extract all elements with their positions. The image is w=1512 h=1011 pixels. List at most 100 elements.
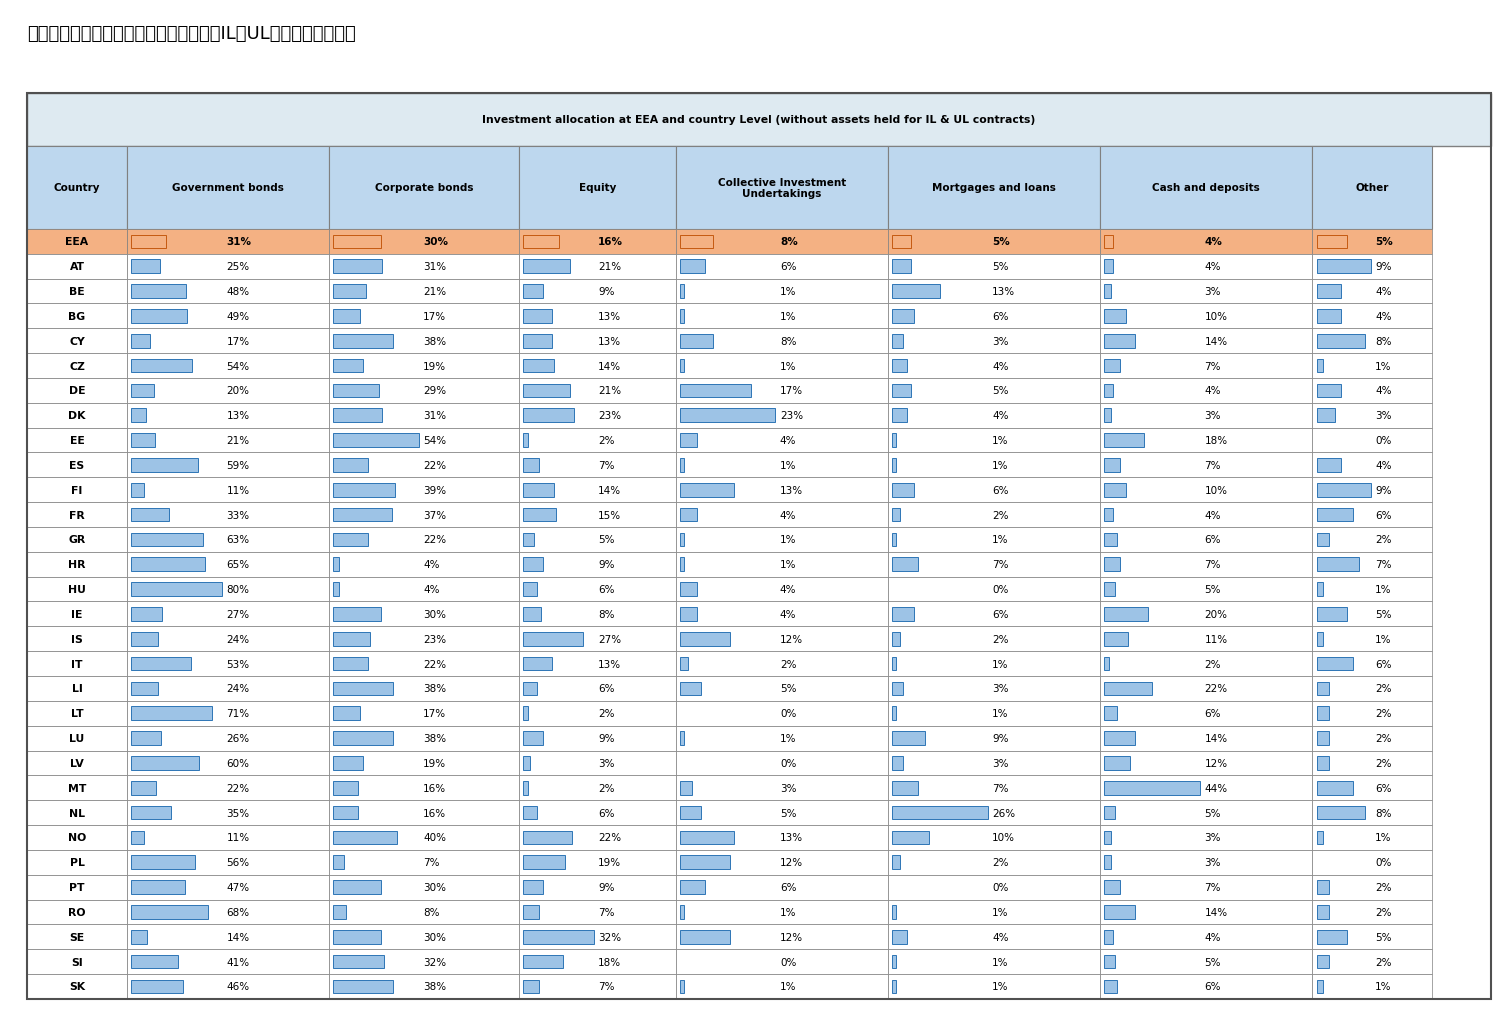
Text: 21%: 21% (599, 386, 621, 396)
Bar (1101, 229, 1312, 255)
Bar (333, 806, 358, 820)
Bar (892, 309, 915, 324)
Bar (1101, 651, 1312, 676)
Text: 2%: 2% (992, 857, 1009, 867)
Text: 6%: 6% (780, 262, 797, 272)
Text: FR: FR (70, 511, 85, 520)
Bar (892, 632, 900, 646)
Bar (892, 533, 897, 547)
Bar (1101, 602, 1312, 627)
Bar (27, 528, 127, 552)
Text: RO: RO (68, 907, 86, 917)
Text: 14%: 14% (599, 485, 621, 495)
Bar (1312, 453, 1432, 478)
Bar (1104, 980, 1117, 993)
Bar (1104, 905, 1136, 919)
Bar (27, 974, 127, 999)
Text: 18%: 18% (1205, 436, 1228, 446)
Text: 21%: 21% (423, 287, 446, 297)
Text: 9%: 9% (599, 287, 615, 297)
Bar (1104, 533, 1117, 547)
Bar (680, 309, 683, 324)
Bar (519, 602, 676, 627)
Bar (127, 279, 328, 304)
Bar (127, 229, 328, 255)
Bar (888, 478, 1101, 502)
Text: FI: FI (71, 485, 83, 495)
Bar (676, 403, 888, 429)
Bar (888, 702, 1101, 726)
Bar (1317, 309, 1341, 324)
Bar (132, 558, 206, 571)
Text: 4%: 4% (423, 560, 440, 569)
Text: 4%: 4% (992, 410, 1009, 421)
Bar (892, 335, 903, 348)
Bar (888, 801, 1101, 825)
Bar (523, 359, 555, 373)
Bar (888, 429, 1101, 453)
Bar (888, 775, 1101, 801)
Text: 3%: 3% (599, 758, 615, 768)
Text: 0%: 0% (992, 584, 1009, 594)
Bar (519, 949, 676, 974)
Text: 7%: 7% (423, 857, 440, 867)
Bar (680, 285, 683, 298)
Bar (1317, 831, 1323, 844)
Bar (676, 602, 888, 627)
Bar (888, 304, 1101, 329)
Bar (328, 329, 519, 354)
Bar (892, 409, 907, 423)
Bar (27, 775, 127, 801)
Text: DK: DK (68, 410, 86, 421)
Bar (1104, 359, 1119, 373)
Bar (519, 229, 676, 255)
Bar (892, 359, 907, 373)
Bar (888, 528, 1101, 552)
Bar (1312, 676, 1432, 702)
Bar (519, 279, 676, 304)
Bar (328, 279, 519, 304)
Bar (1312, 329, 1432, 354)
Bar (888, 924, 1101, 949)
Bar (333, 681, 393, 696)
Text: 54%: 54% (423, 436, 446, 446)
Text: 0%: 0% (780, 956, 797, 967)
Bar (1104, 236, 1113, 249)
Bar (333, 905, 346, 919)
Text: 6%: 6% (1374, 511, 1391, 520)
Text: 17%: 17% (227, 337, 249, 347)
Bar (1104, 582, 1116, 596)
Text: 80%: 80% (227, 584, 249, 594)
Text: 1%: 1% (1374, 982, 1391, 992)
Bar (27, 900, 127, 924)
Bar (328, 478, 519, 502)
Text: 37%: 37% (423, 511, 446, 520)
Text: 7%: 7% (599, 982, 615, 992)
Bar (888, 354, 1101, 378)
Bar (676, 577, 888, 602)
Text: 1%: 1% (992, 956, 1009, 967)
Bar (1317, 236, 1347, 249)
Bar (892, 384, 910, 398)
Bar (892, 260, 910, 274)
Text: 24%: 24% (227, 634, 249, 644)
Bar (27, 825, 127, 850)
Bar (127, 702, 328, 726)
Bar (127, 329, 328, 354)
Bar (676, 528, 888, 552)
Bar (888, 949, 1101, 974)
Bar (127, 378, 328, 403)
Bar (333, 782, 358, 795)
Bar (127, 974, 328, 999)
Bar (328, 255, 519, 279)
Bar (27, 229, 127, 255)
Text: IT: IT (71, 659, 83, 669)
Text: 12%: 12% (1205, 758, 1228, 768)
Bar (333, 459, 367, 472)
Text: MT: MT (68, 783, 86, 793)
Bar (132, 980, 183, 993)
Bar (519, 702, 676, 726)
Bar (132, 533, 203, 547)
Text: 39%: 39% (423, 485, 446, 495)
Bar (680, 260, 705, 274)
